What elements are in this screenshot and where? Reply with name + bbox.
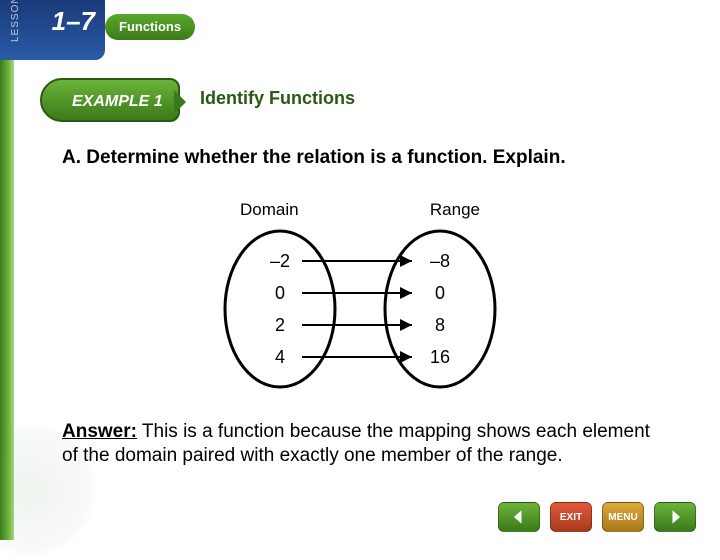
- mapping-diagram: Domain Range –2 0 2 4 –8 0 8 16: [200, 200, 520, 394]
- svg-text:–8: –8: [430, 251, 450, 271]
- example-badge: EXAMPLE 1: [40, 78, 180, 122]
- nav-back-button[interactable]: [498, 502, 540, 532]
- answer-text: This is a function because the mapping s…: [62, 421, 650, 466]
- answer-block: Answer: This is a function because the m…: [62, 420, 662, 468]
- lesson-badge: LESSON 1–7: [0, 0, 105, 60]
- example-title: Identify Functions: [200, 88, 355, 109]
- question-part: A.: [62, 147, 81, 168]
- lesson-number: 1–7: [52, 6, 95, 37]
- nav-forward-button[interactable]: [654, 502, 696, 532]
- svg-text:16: 16: [430, 347, 450, 367]
- domain-label: Domain: [240, 200, 299, 220]
- svg-text:2: 2: [275, 315, 285, 335]
- svg-text:–2: –2: [270, 251, 290, 271]
- nav-menu-button[interactable]: MENU: [602, 502, 644, 532]
- range-label: Range: [430, 200, 480, 220]
- question-text: A. Determine whether the relation is a f…: [62, 146, 662, 170]
- chevron-right-icon: [665, 507, 685, 527]
- answer-label: Answer:: [62, 421, 137, 442]
- svg-text:8: 8: [435, 315, 445, 335]
- question-body: Determine whether the relation is a func…: [86, 147, 565, 168]
- nav-exit-button[interactable]: EXIT: [550, 502, 592, 532]
- mapping-svg: –2 0 2 4 –8 0 8 16: [200, 224, 520, 394]
- svg-text:0: 0: [275, 283, 285, 303]
- lesson-label: LESSON: [10, 0, 21, 42]
- svg-text:4: 4: [275, 347, 285, 367]
- chevron-left-icon: [509, 507, 529, 527]
- section-title-pill: Functions: [105, 14, 195, 40]
- nav-bar: EXIT MENU: [498, 502, 696, 532]
- svg-text:0: 0: [435, 283, 445, 303]
